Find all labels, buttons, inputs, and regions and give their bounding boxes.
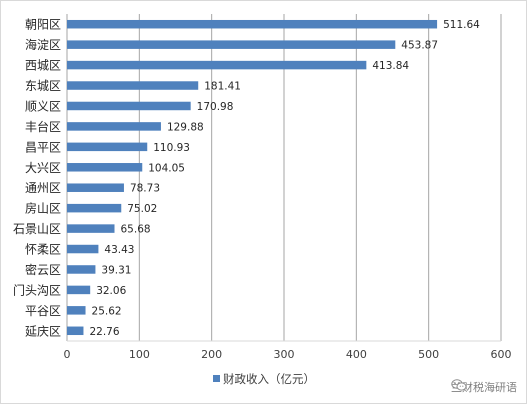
value-label: 32.06 — [96, 285, 126, 297]
bar — [67, 60, 367, 70]
watermark-text: 兰财税海研语 — [451, 381, 517, 394]
value-label: 181.41 — [204, 81, 241, 93]
bar — [67, 183, 124, 192]
value-label: 43.43 — [104, 244, 134, 256]
x-tick-label: 500 — [418, 348, 439, 361]
x-tick-label: 400 — [346, 348, 367, 361]
bar — [67, 224, 115, 233]
value-label: 75.02 — [127, 203, 157, 215]
category-label: 房山区 — [25, 201, 61, 216]
x-axis-ticks: 0 100 200 300 400 500 600 — [64, 348, 512, 361]
category-labels: 朝阳区海淀区西城区东城区顺义区丰台区昌平区大兴区通州区房山区石景山区怀柔区密云区… — [13, 18, 61, 339]
x-tick-label: 300 — [274, 348, 295, 361]
x-tick-label: 0 — [64, 348, 71, 361]
legend: 财政收入（亿元） — [213, 372, 315, 386]
value-label: 39.31 — [101, 264, 131, 276]
value-labels: 511.64 453.87 413.84 181.41 170.98 129.88 110.… — [89, 19, 480, 338]
x-tick-label: 100 — [129, 348, 150, 361]
category-label: 延庆区 — [25, 324, 61, 338]
bar — [67, 19, 438, 29]
legend-swatch — [213, 375, 220, 382]
x-tick-label: 600 — [491, 348, 512, 361]
bar — [67, 244, 99, 254]
bar — [67, 122, 161, 131]
wechat-icon — [451, 379, 467, 391]
bar — [67, 285, 91, 295]
category-label: 西城区 — [25, 59, 61, 73]
category-label: 大兴区 — [25, 161, 61, 175]
bar — [67, 81, 199, 90]
value-label: 511.64 — [443, 19, 480, 31]
category-label: 门头沟区 — [13, 282, 61, 297]
category-label: 密云区 — [25, 262, 61, 277]
category-label: 通州区 — [25, 181, 61, 195]
category-label: 朝阳区 — [25, 18, 61, 32]
value-label: 413.84 — [372, 60, 409, 72]
value-label: 170.98 — [197, 101, 234, 113]
watermark: 兰财税海研语 — [451, 379, 517, 395]
bar — [67, 306, 86, 315]
bar — [67, 203, 122, 213]
bar — [67, 163, 143, 172]
bar — [67, 265, 96, 274]
value-label: 453.87 — [401, 40, 438, 52]
value-label: 65.68 — [121, 224, 151, 236]
bar — [67, 142, 148, 152]
legend-label: 财政收入（亿元） — [223, 372, 315, 386]
category-label: 石景山区 — [13, 222, 61, 236]
category-label: 顺义区 — [25, 99, 61, 113]
value-label: 110.93 — [153, 142, 190, 154]
bar — [67, 101, 191, 111]
value-label: 25.62 — [92, 305, 122, 317]
category-label: 丰台区 — [25, 119, 61, 134]
category-label: 平谷区 — [25, 304, 61, 318]
bar — [67, 326, 84, 336]
bar — [67, 40, 396, 49]
category-label: 怀柔区 — [25, 243, 61, 257]
value-label: 129.88 — [167, 121, 204, 133]
category-label: 东城区 — [25, 79, 61, 93]
category-label: 海淀区 — [25, 37, 61, 52]
value-label: 104.05 — [148, 162, 185, 174]
value-label: 78.73 — [130, 183, 160, 195]
x-tick-label: 200 — [201, 348, 222, 361]
category-label: 昌平区 — [25, 140, 61, 154]
value-label: 22.76 — [89, 326, 119, 338]
bars — [67, 19, 438, 336]
